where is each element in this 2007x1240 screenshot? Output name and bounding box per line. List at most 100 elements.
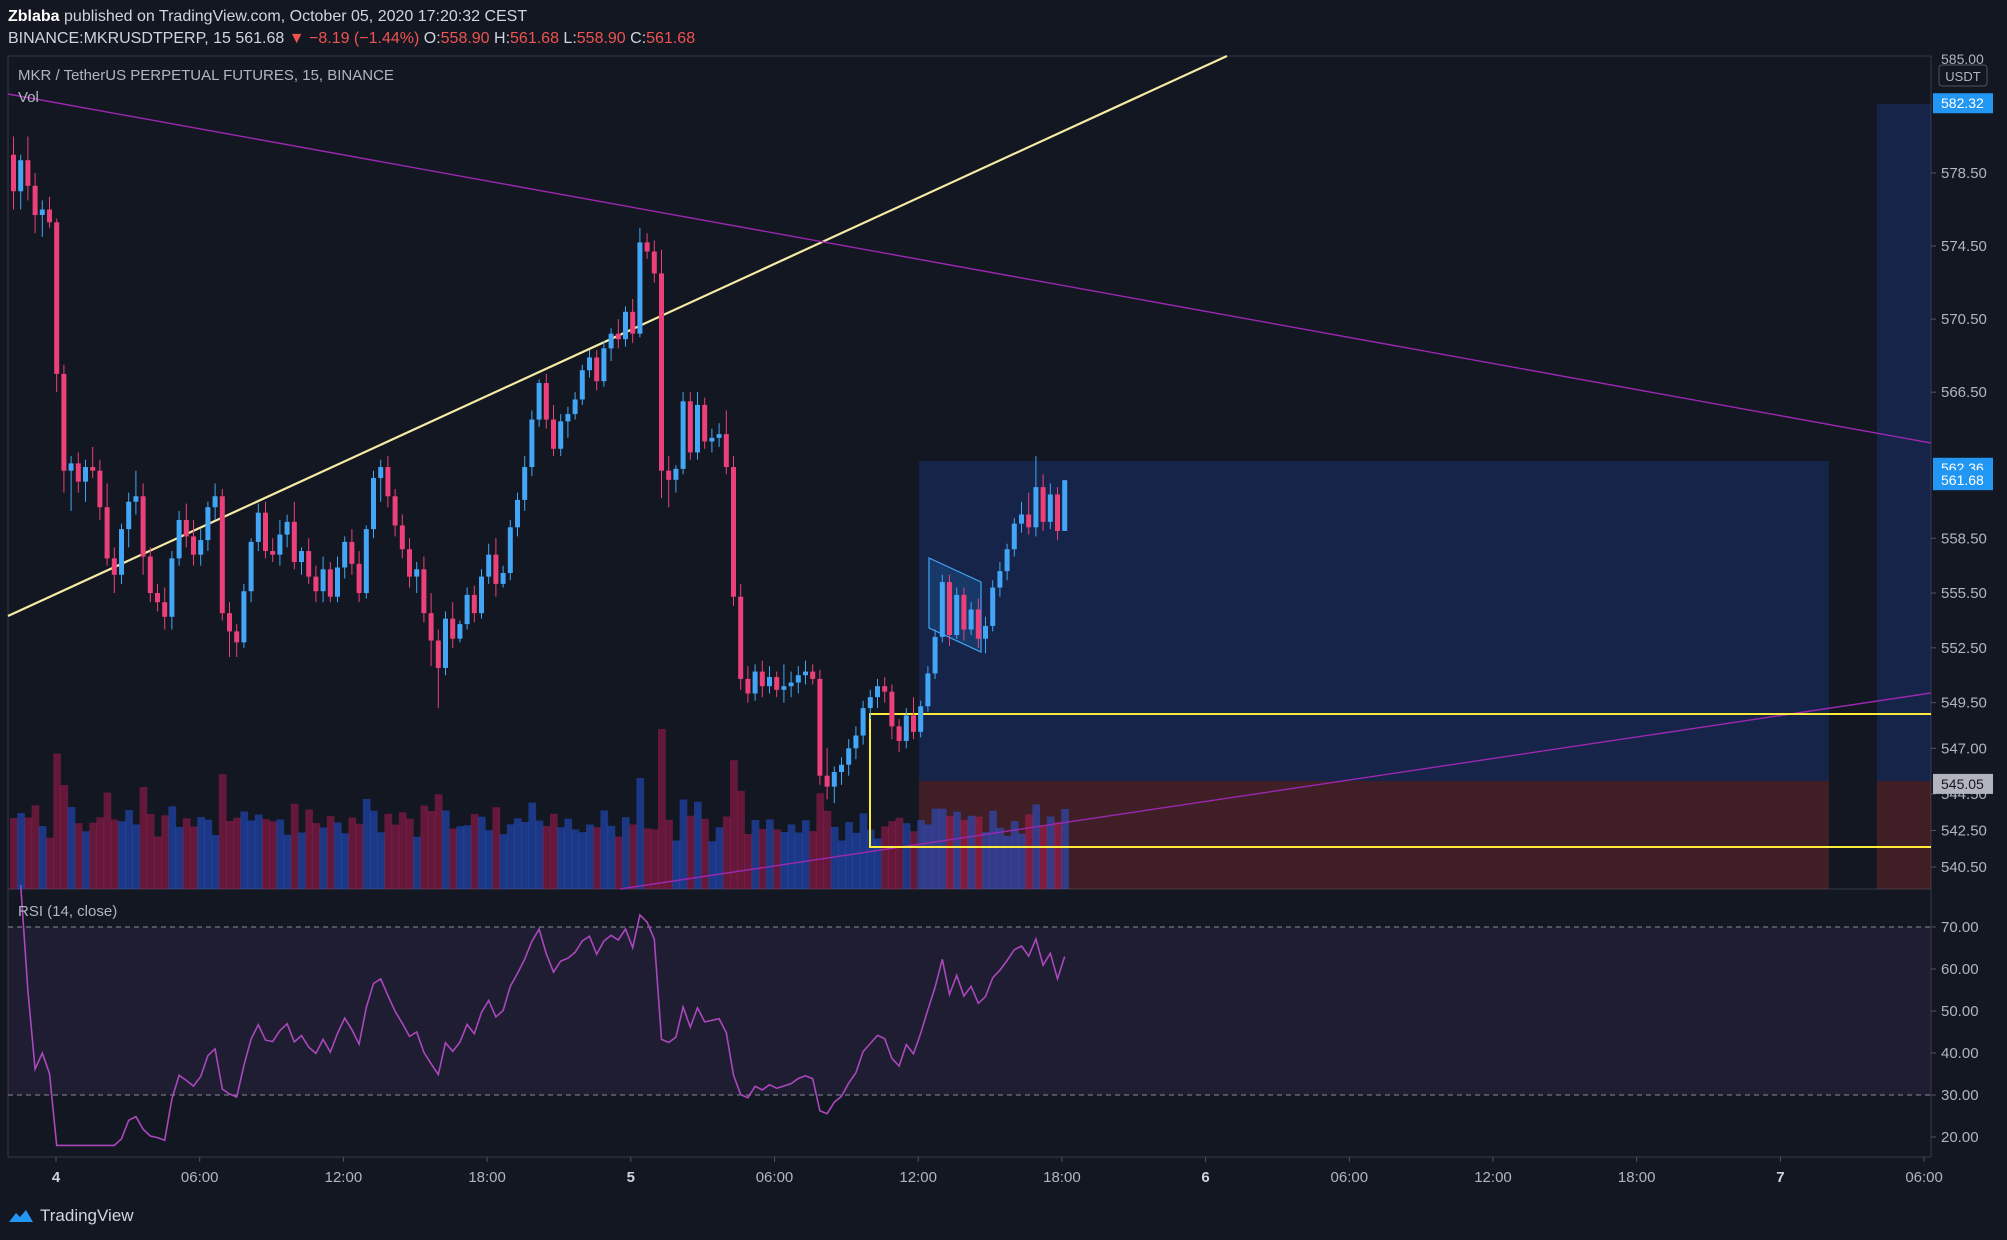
time-tick-label: 18:00 — [468, 1169, 506, 1186]
candle-body — [205, 507, 211, 541]
volume-bar — [1003, 836, 1012, 889]
candle-body — [702, 404, 708, 442]
volume-bar — [478, 816, 486, 889]
price-tick-label: 558.50 — [1941, 530, 1987, 547]
candle-body — [1062, 480, 1068, 531]
time-tick-label: 06:00 — [1331, 1169, 1369, 1186]
volume-bar — [305, 809, 313, 889]
volume-bar — [355, 823, 364, 889]
volume-bar — [650, 829, 659, 889]
volume-bar — [276, 819, 285, 889]
volume-bar — [31, 805, 40, 889]
volume-bar — [96, 817, 105, 889]
currency-badge[interactable] — [1938, 64, 1988, 87]
price-tick-label: 552.50 — [1941, 640, 1987, 657]
volume-bar — [830, 827, 839, 889]
publish-info: published on TradingView.com, October 05… — [64, 8, 528, 25]
volume-bar — [492, 807, 501, 889]
time-tick-label: 06:00 — [756, 1169, 794, 1186]
candle-body — [378, 467, 384, 478]
volume-bar — [744, 834, 753, 889]
volume-bar — [773, 829, 781, 889]
price-tick-label: 574.50 — [1941, 238, 1987, 255]
tradingview-logo-icon — [9, 1210, 33, 1222]
candle-body — [385, 467, 391, 497]
candle-body — [111, 558, 117, 575]
volume-bar — [1039, 825, 1048, 889]
candle-body — [335, 567, 340, 597]
volume-bar — [197, 817, 205, 889]
symbol-label[interactable]: BINANCE:MKRUSDTPERP, 15 — [8, 30, 231, 47]
candle-body — [97, 470, 103, 508]
candle-body — [759, 671, 765, 687]
candle-body — [47, 209, 52, 223]
chart-header: Zblaba published on TradingView.com, Oct… — [8, 6, 695, 50]
candle-body — [781, 686, 787, 690]
volume-bar — [593, 827, 601, 889]
volume-bar — [254, 814, 263, 889]
volume-bar — [787, 824, 796, 889]
candle-body — [889, 691, 895, 727]
candle-body — [536, 383, 542, 420]
rsi-tick-label: 70.00 — [1941, 919, 1979, 936]
candle-body — [1033, 487, 1039, 528]
volume-bar — [737, 790, 745, 889]
volume-bar — [211, 835, 220, 889]
volume-bar — [298, 832, 306, 889]
candle-body — [860, 708, 866, 736]
currency-label: USDT — [1945, 69, 1980, 84]
author-name[interactable]: Zblaba — [8, 8, 60, 25]
candle-body — [975, 609, 981, 639]
volume-bar — [679, 799, 688, 889]
tradingview-footer[interactable]: TradingView — [8, 1203, 134, 1229]
candle-body — [608, 333, 614, 349]
volume-bar — [240, 811, 249, 889]
candle-body — [716, 434, 722, 438]
volume-bar — [535, 820, 544, 889]
rsi-label: RSI (14, close) — [18, 903, 117, 920]
long-target-zone[interactable] — [919, 461, 1829, 781]
price-badge-label: 582.32 — [1941, 95, 1984, 111]
rising-support-line[interactable] — [619, 692, 1932, 890]
drawings — [7, 55, 1932, 890]
candle-body — [83, 467, 88, 482]
price-badge — [1933, 470, 1993, 491]
candle-body — [911, 715, 916, 732]
price-badge — [1933, 773, 1993, 794]
candle-body — [140, 496, 146, 557]
demand-zone-box[interactable] — [869, 713, 1931, 848]
candle-body — [75, 463, 81, 482]
candle-body — [594, 357, 600, 382]
time-axis[interactable]: 4 06:00 12:00 18:00 5 06:00 12:00 18:00 6 06:00 12… — [52, 1157, 1943, 1186]
volume-bar — [1054, 821, 1062, 889]
volume-bar — [485, 830, 493, 889]
projection-stop-zone[interactable] — [1877, 781, 1931, 889]
close-value: 561.68 — [646, 30, 696, 47]
price-top-tick: 585.00 — [1941, 51, 1984, 67]
candle-body — [219, 496, 225, 614]
volume-bar — [816, 793, 825, 889]
descending-trendline[interactable] — [7, 93, 1932, 444]
volume-bar — [672, 840, 681, 889]
time-tick-label: 6 — [1201, 1169, 1209, 1186]
volume-label: Vol — [18, 89, 39, 106]
volume-bar — [838, 840, 846, 889]
candle-body — [651, 251, 657, 274]
volume-bar — [125, 810, 133, 889]
candle-body — [277, 534, 283, 555]
candle-body — [939, 582, 945, 637]
candle-body — [32, 185, 38, 216]
price-axis[interactable]: 585.00 USDT 578.50 574.50 570.50 566.50 558.… — [1931, 51, 1993, 876]
candle-body — [731, 467, 736, 597]
candle-body — [234, 631, 240, 643]
rsi-tick-label: 30.00 — [1941, 1087, 1979, 1104]
volume-bar — [708, 841, 717, 889]
candle-body — [572, 399, 578, 415]
price-change: ▼ −8.19 (−1.44%) — [288, 30, 420, 47]
candle-body — [198, 540, 204, 555]
long-stop-zone[interactable] — [919, 781, 1829, 889]
volume-bar — [10, 818, 18, 889]
volume-bar — [82, 831, 90, 889]
projection-target-zone[interactable] — [1877, 104, 1931, 781]
